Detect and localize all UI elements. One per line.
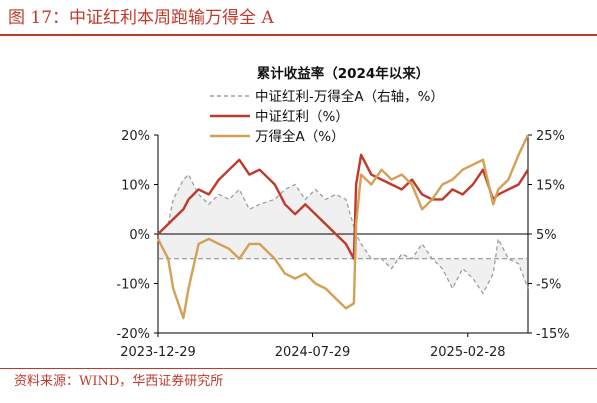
legend: 累计收益率（2024年以来） 中证红利-万得全A（右轴，%） 中证红利（%） 万得全A… bbox=[210, 65, 444, 145]
figure-title: 图 17：中证红利本周跑输万得全 A bbox=[8, 8, 274, 28]
series-line-2 bbox=[156, 134, 530, 320]
x-tick-label: 2023-12-29 bbox=[120, 345, 196, 360]
left-tick-label: 20% bbox=[121, 129, 150, 144]
legend-label: 中证红利-万得全A（右轴，%） bbox=[255, 88, 444, 105]
source-rule bbox=[0, 368, 597, 369]
series-line-1 bbox=[157, 153, 530, 260]
legend-label: 万得全A（%） bbox=[255, 128, 345, 145]
series-line-layer bbox=[156, 134, 530, 320]
title-rule bbox=[0, 34, 597, 36]
left-tick-label: -10% bbox=[116, 278, 150, 293]
tick-label-layer: 20% 10% 0% -10% -20% 25% 15% 5% -5% -15% 2023-12-2… bbox=[116, 129, 569, 360]
x-tick-label: 2024-07-29 bbox=[275, 345, 351, 360]
right-tick-label: 15% bbox=[536, 179, 565, 194]
x-tick-label: 2025-02-28 bbox=[430, 345, 506, 360]
left-tick-label: 10% bbox=[121, 179, 150, 194]
figure-source: 资料来源：WIND，华西证券研究所 bbox=[14, 374, 224, 389]
left-tick-label: -20% bbox=[116, 327, 150, 342]
axis-layer bbox=[154, 134, 532, 337]
right-tick-label: -15% bbox=[536, 327, 570, 342]
right-tick-label: 25% bbox=[536, 129, 565, 144]
right-tick-label: -5% bbox=[536, 278, 561, 293]
right-tick-label: 5% bbox=[536, 228, 557, 243]
left-tick-label: 0% bbox=[129, 228, 150, 243]
legend-title: 累计收益率（2024年以来） bbox=[257, 65, 430, 82]
legend-label: 中证红利（%） bbox=[255, 109, 349, 125]
series-line-0 bbox=[157, 173, 529, 295]
